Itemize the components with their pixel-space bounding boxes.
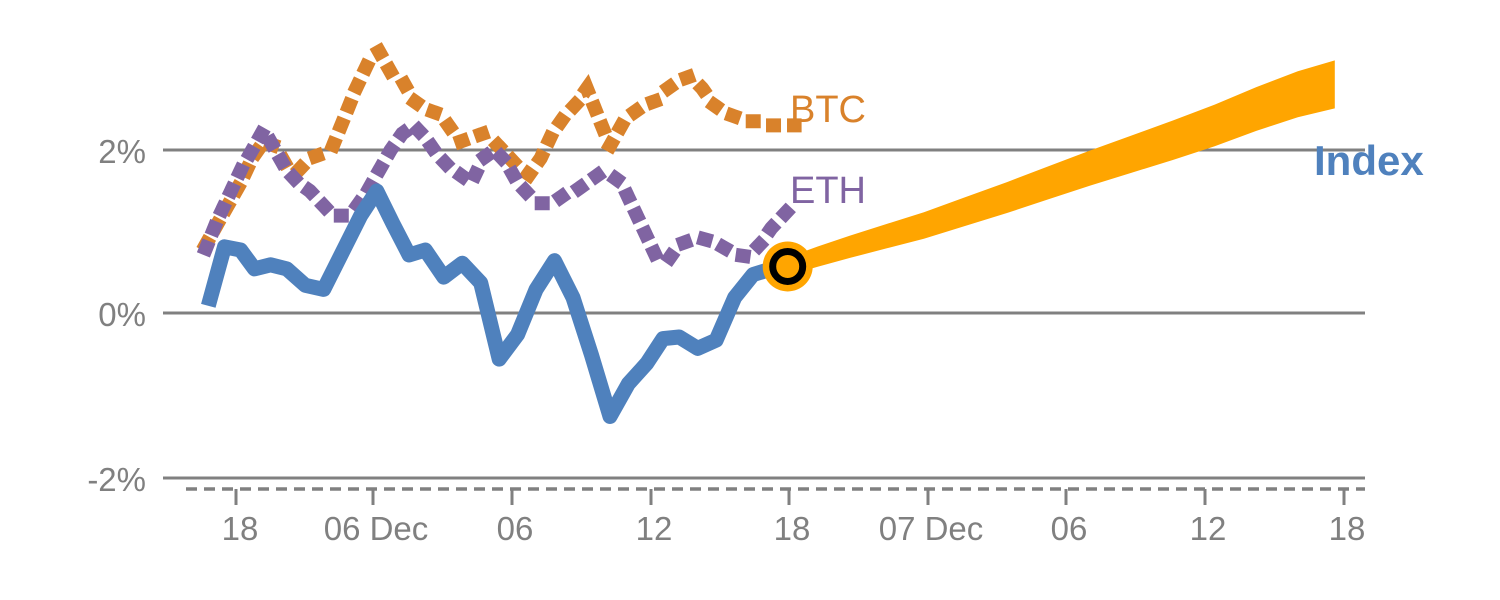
series-line (196, 115, 805, 270)
series-layer (196, 39, 1335, 424)
current-point-marker[interactable] (769, 247, 807, 285)
series-index-line (201, 183, 789, 424)
series-index-forecast-band (787, 60, 1335, 276)
series-label-index: Index (1314, 137, 1424, 184)
x-tick-label-6: 06 (1051, 510, 1088, 547)
x-tick-label-0: 18 (222, 510, 259, 547)
current-point-marker-layer (762, 241, 813, 292)
x-tick-label-7: 12 (1190, 510, 1227, 547)
y-axis-ticks (163, 148, 178, 480)
x-tick-label-3: 12 (636, 510, 673, 547)
x-axis-ticks (234, 489, 1346, 505)
y-tick-label-neg2pct: -2% (87, 461, 146, 498)
y-tick-label-0pct: 0% (98, 296, 146, 333)
series-label-btc: BTC (790, 89, 866, 131)
x-tick-label-8: 18 (1329, 510, 1366, 547)
y-tick-label-2pct: 2% (98, 133, 146, 170)
x-tick-label-2: 06 (497, 510, 534, 547)
x-tick-label-5: 07 Dec (879, 510, 984, 547)
series-eth (196, 115, 805, 270)
x-tick-label-1: 06 Dec (324, 510, 429, 547)
series-label-eth: ETH (790, 170, 866, 212)
x-tick-label-4: 18 (774, 510, 811, 547)
